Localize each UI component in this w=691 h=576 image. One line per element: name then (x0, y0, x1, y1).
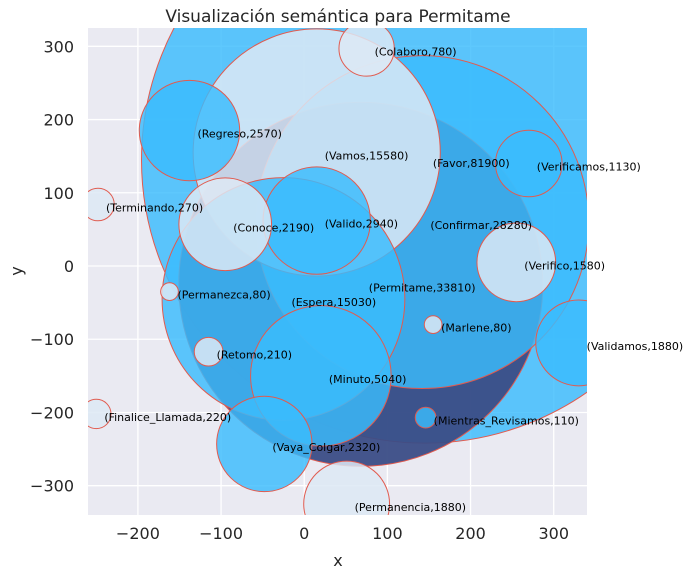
x-tick-label: −100 (199, 524, 243, 543)
y-axis-ticks: −300 −200 −100 0 100 200 300 (30, 37, 74, 495)
bubble-label: (Verificamos,1130) (537, 160, 641, 173)
bubble-mientras-revisamos (414, 406, 437, 429)
bubbles-layer (88, 28, 587, 515)
y-axis-label: y (7, 266, 26, 275)
y-tick-label: −300 (30, 477, 74, 496)
y-tick-label: 100 (43, 184, 74, 203)
x-axis-ticks: −200 −100 0 100 200 300 (116, 524, 569, 543)
bubble-label: (Validamos,1880) (587, 340, 684, 353)
bubble-label: (Colaboro,780) (375, 46, 457, 59)
bubble-label: (Permitame,33810) (369, 281, 476, 294)
bubble-colaboro (338, 28, 395, 77)
bubble-label: (Terminando,270) (106, 201, 203, 214)
bubble-label: (Favor,81900) (433, 157, 510, 170)
y-tick-label: 300 (43, 37, 74, 56)
bubble-retomo (193, 336, 224, 367)
bubble-label: (Confirmar,28280) (430, 219, 532, 232)
bubble-label: (Minuto,5040) (329, 373, 407, 386)
bubble-finalice-llamada (88, 398, 112, 430)
bubble-label: (Regreso,2570) (197, 128, 281, 141)
x-tick-label: 300 (538, 524, 569, 543)
bubble-terminando (88, 187, 115, 222)
bubble-conoce (178, 177, 273, 272)
bubble-label: (Verifico,1580) (524, 259, 605, 272)
y-tick-label: 0 (64, 257, 74, 276)
y-tick-label: 200 (43, 111, 74, 130)
bubble-permanezca (160, 282, 179, 301)
bubble-marlene (423, 315, 443, 334)
y-tick-label: −200 (30, 403, 74, 422)
bubble-label: (Conoce,2190) (233, 221, 314, 234)
bubble-label: (Permanencia,1880) (355, 501, 466, 514)
x-axis-label: x (333, 551, 342, 570)
chart-title: Visualización semántica para Permitame (165, 7, 510, 27)
bubble-label: (Espera,15030) (291, 296, 376, 309)
bubble-label: (Vaya_Colgar,2320) (272, 441, 380, 454)
bubble-vaya-colgar (216, 395, 313, 493)
bubble-regreso (138, 79, 241, 182)
bubble-label: (Finalice_Llamada,220) (104, 411, 231, 424)
x-tick-label: 100 (372, 524, 403, 543)
y-tick-label: −100 (30, 330, 74, 349)
x-tick-label: 200 (455, 524, 486, 543)
bubble-label: (Mientras_Revisamos,110) (434, 415, 579, 428)
bubble-labels-layer: (Favor,81900) (Permitame,33810) (Confirmar… (104, 46, 683, 515)
bubble-validamos (535, 299, 587, 387)
bubble-label: (Vamos,15580) (325, 149, 409, 162)
bubble-permanencia (303, 460, 391, 515)
bubble-verificamos (495, 129, 563, 198)
x-tick-label: 0 (299, 524, 309, 543)
bubble-label: (Valido,2940) (325, 218, 398, 231)
bubble-label: (Permanezca,80) (178, 289, 271, 302)
bubble-label: (Retomo,210) (217, 349, 292, 362)
bubble-label: (Marlene,80) (441, 322, 511, 335)
bubble-verifico (476, 222, 557, 303)
x-tick-label: −200 (116, 524, 160, 543)
